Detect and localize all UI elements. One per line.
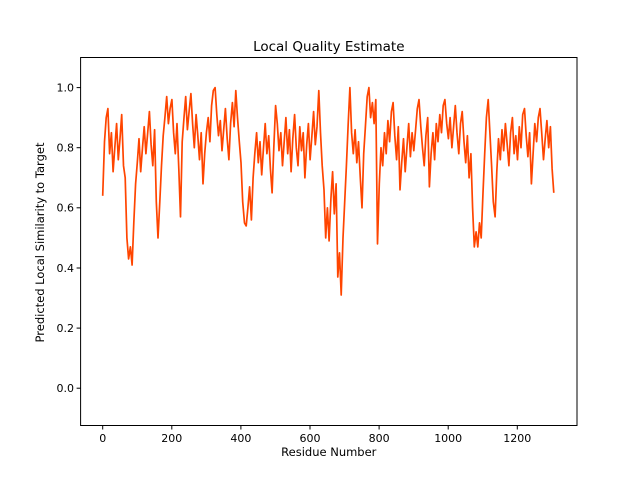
y-tick-labels: 0.0 0.2 0.4 0.6 0.8 1.0 <box>57 81 75 395</box>
y-tick-label: 0.4 <box>57 262 75 275</box>
chart-title: Local Quality Estimate <box>253 39 404 55</box>
x-tick-label: 800 <box>369 432 390 445</box>
y-tick-label: 0.2 <box>57 322 75 335</box>
y-tick-label: 0.8 <box>57 142 75 155</box>
y-axis-label: Predicted Local Similarity to Target <box>33 142 47 342</box>
x-tick-labels: 0 200 400 600 800 1000 1200 <box>99 432 531 445</box>
x-tick-label: 1200 <box>503 432 531 445</box>
y-tick-label: 1.0 <box>57 81 75 94</box>
x-tick-label: 400 <box>230 432 251 445</box>
x-tick-label: 200 <box>161 432 182 445</box>
x-tick-label: 600 <box>300 432 321 445</box>
y-tick-label: 0.6 <box>57 202 75 215</box>
quality-line <box>101 86 555 296</box>
x-tick-marks <box>102 425 518 430</box>
y-tick-label: 0.0 <box>57 382 75 395</box>
x-tick-label: 0 <box>99 432 106 445</box>
x-axis-label: Residue Number <box>281 445 377 459</box>
axes-spines <box>80 57 578 426</box>
x-tick-label: 1000 <box>434 432 462 445</box>
y-tick-marks <box>76 87 81 389</box>
